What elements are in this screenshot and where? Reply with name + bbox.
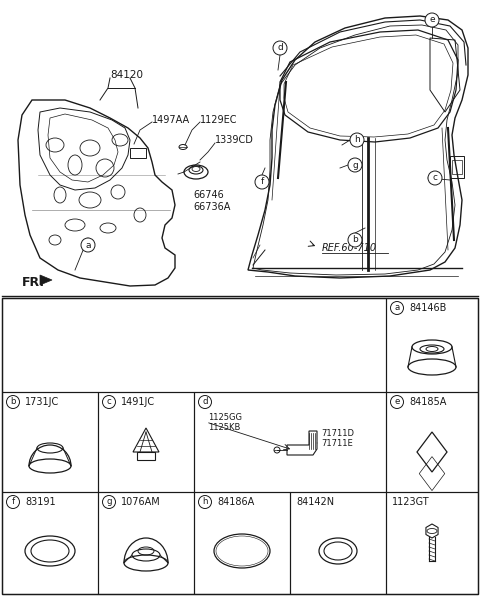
Bar — [450, 156, 464, 178]
Text: h: h — [354, 135, 360, 144]
Text: 84142N: 84142N — [296, 497, 334, 507]
Polygon shape — [40, 275, 52, 285]
Text: 71711D: 71711D — [321, 430, 354, 439]
Circle shape — [103, 396, 116, 408]
Text: 1491JC: 1491JC — [121, 397, 155, 407]
Circle shape — [428, 171, 442, 185]
Text: f: f — [260, 178, 264, 187]
Circle shape — [199, 396, 212, 408]
Text: 1497AA: 1497AA — [152, 115, 190, 125]
Text: 71711E: 71711E — [321, 439, 353, 448]
Circle shape — [199, 495, 212, 508]
Circle shape — [348, 233, 362, 247]
Text: g: g — [106, 498, 112, 507]
Text: 84120: 84120 — [110, 70, 143, 80]
Text: a: a — [85, 241, 91, 250]
Bar — [386, 392, 478, 492]
Circle shape — [348, 158, 362, 172]
Bar — [130, 148, 146, 158]
Bar — [2, 298, 386, 392]
Text: e: e — [394, 398, 400, 406]
Circle shape — [425, 13, 439, 27]
Text: 1731JC: 1731JC — [25, 397, 59, 407]
Text: 1125KB: 1125KB — [208, 423, 240, 432]
Text: 66746: 66746 — [193, 190, 224, 200]
Text: 1076AM: 1076AM — [121, 497, 161, 507]
Text: FR.: FR. — [22, 277, 45, 290]
Text: a: a — [395, 303, 400, 312]
Text: d: d — [277, 44, 283, 52]
Text: 83191: 83191 — [25, 497, 56, 507]
Text: 84146B: 84146B — [409, 303, 446, 313]
Text: REF.60-710: REF.60-710 — [322, 243, 377, 253]
Circle shape — [7, 396, 20, 408]
Bar — [2, 492, 98, 594]
Bar — [194, 492, 290, 594]
Bar — [2, 392, 98, 492]
Bar — [98, 392, 194, 492]
Text: 1123GT: 1123GT — [392, 497, 430, 507]
Circle shape — [7, 495, 20, 508]
Text: b: b — [352, 235, 358, 244]
Bar — [452, 160, 462, 174]
Bar — [290, 492, 386, 594]
Bar — [98, 492, 194, 594]
Text: 84186A: 84186A — [217, 497, 254, 507]
Text: c: c — [432, 173, 437, 182]
Text: g: g — [352, 160, 358, 169]
Text: b: b — [10, 398, 16, 406]
Text: 66736A: 66736A — [193, 202, 230, 212]
Bar — [2, 298, 478, 594]
Text: 84185A: 84185A — [409, 397, 446, 407]
Circle shape — [273, 41, 287, 55]
Text: c: c — [107, 398, 111, 406]
Circle shape — [391, 396, 404, 408]
Text: e: e — [429, 15, 435, 24]
Bar — [386, 298, 478, 392]
Circle shape — [103, 495, 116, 508]
Circle shape — [81, 238, 95, 252]
Text: 1125GG: 1125GG — [208, 414, 242, 423]
Text: h: h — [202, 498, 208, 507]
Circle shape — [255, 175, 269, 189]
Bar — [137, 452, 155, 460]
Text: d: d — [202, 398, 208, 406]
Bar — [194, 392, 386, 492]
Text: f: f — [12, 498, 14, 507]
Bar — [386, 492, 478, 594]
Text: 1339CD: 1339CD — [215, 135, 254, 145]
Text: 1129EC: 1129EC — [200, 115, 238, 125]
Circle shape — [350, 133, 364, 147]
Circle shape — [391, 302, 404, 315]
